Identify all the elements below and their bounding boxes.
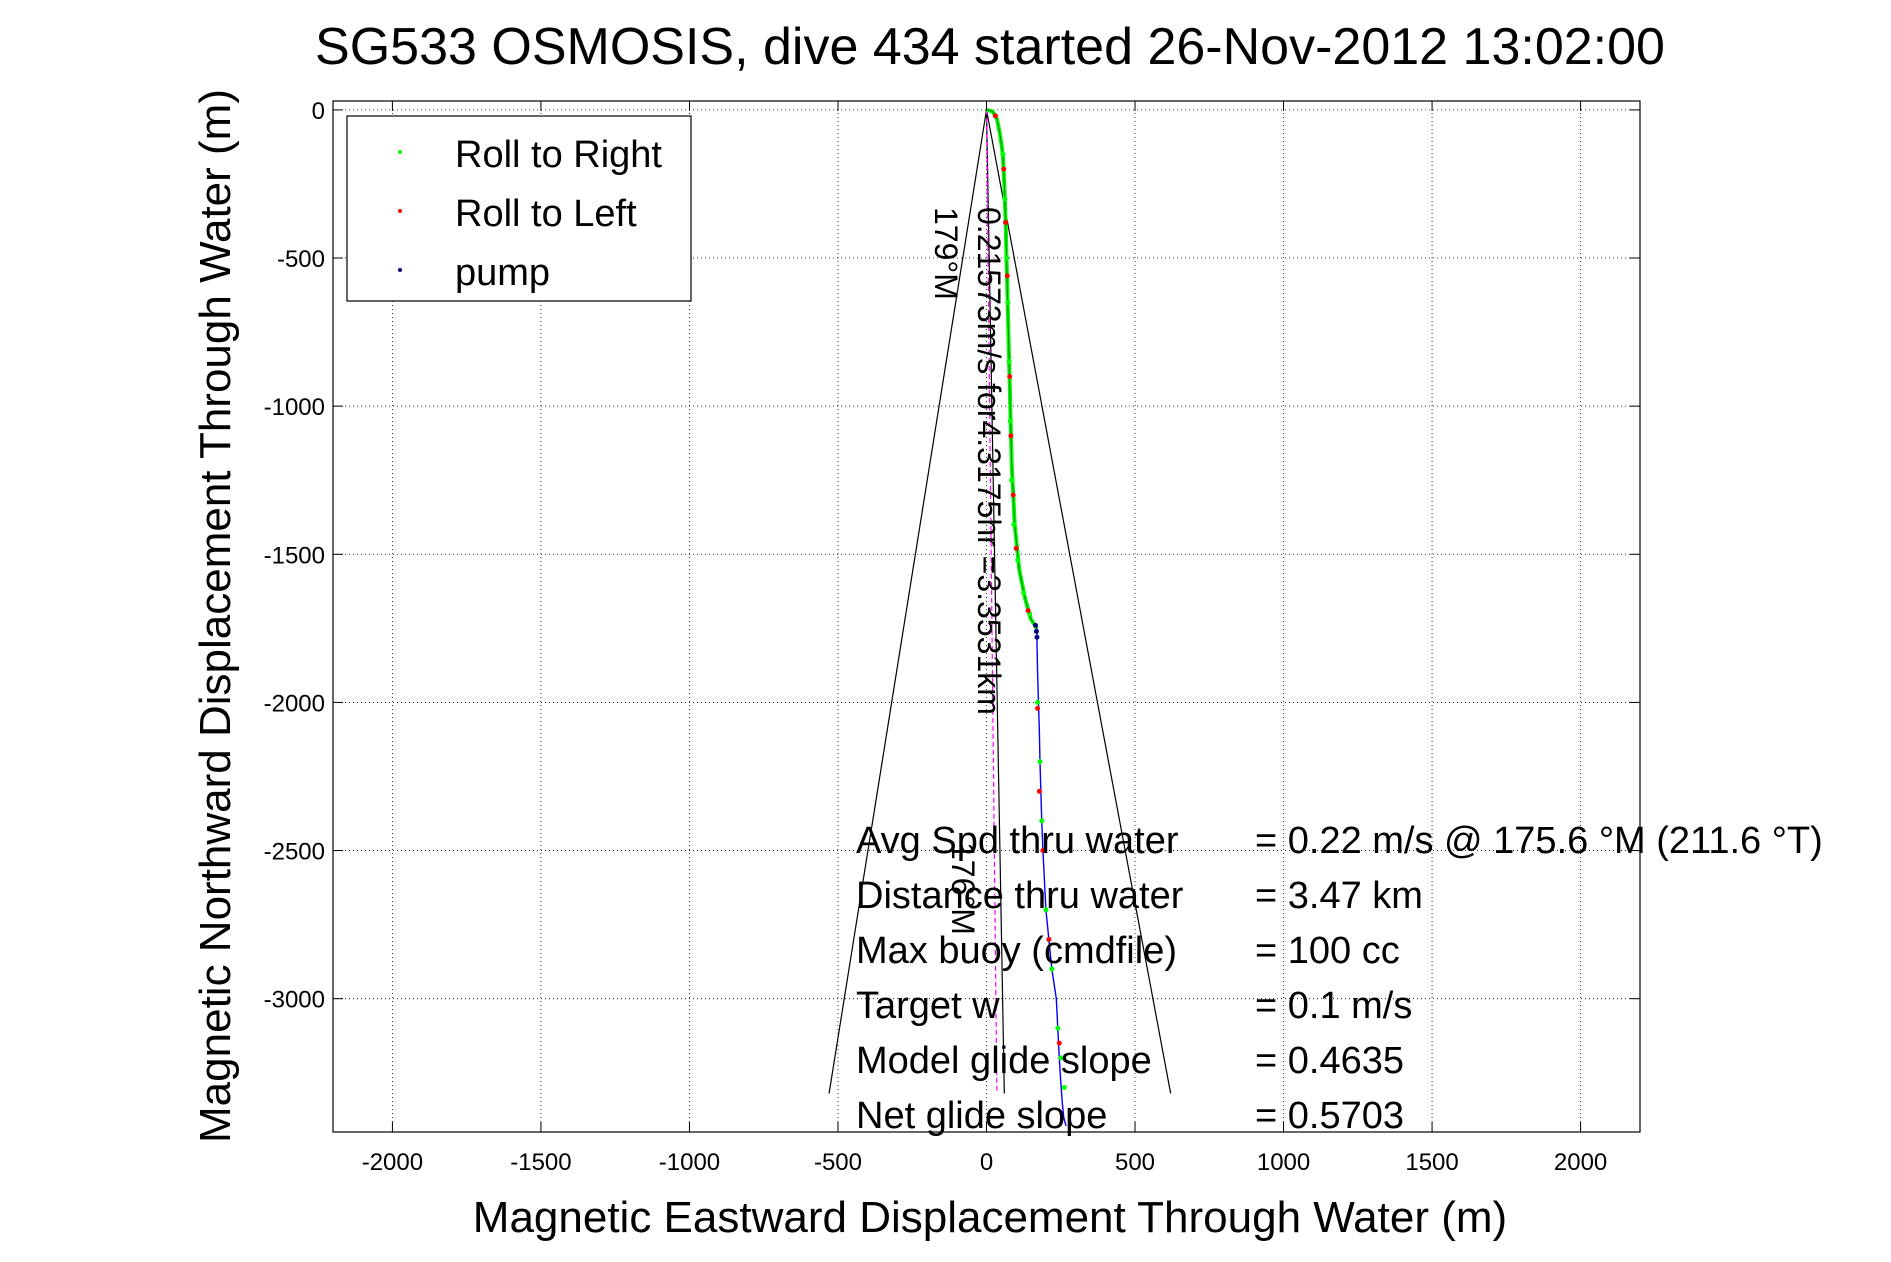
data-point bbox=[1010, 492, 1016, 498]
data-point bbox=[1007, 418, 1013, 424]
heading-line bbox=[985, 109, 1005, 1094]
x-tick-label: -1500 bbox=[510, 1149, 571, 1176]
data-point bbox=[1001, 166, 1007, 172]
legend: Roll to Right Roll to Left pump bbox=[346, 115, 692, 302]
y-tick-label: -500 bbox=[277, 246, 325, 273]
legend-label: Roll to Right bbox=[455, 134, 662, 176]
stat-value: = 0.4635 bbox=[1255, 1040, 1404, 1082]
legend-box bbox=[346, 115, 692, 302]
data-point bbox=[1025, 608, 1031, 614]
data-point bbox=[1037, 759, 1043, 765]
data-point bbox=[1013, 545, 1019, 551]
x-tick-label: -2000 bbox=[362, 1149, 423, 1176]
legend-marker bbox=[398, 150, 402, 154]
data-point bbox=[1043, 907, 1049, 913]
stat-value: = 3.47 km bbox=[1255, 875, 1423, 917]
data-point bbox=[1034, 634, 1040, 640]
data-point bbox=[1002, 196, 1008, 202]
x-axis-ticks: -2000 -1500 -1000 -500 0 500 1000 1500 2000 bbox=[362, 101, 1607, 1176]
data-point bbox=[1004, 273, 1010, 279]
stats-block: Avg Spd thru water = 0.22 m/s @ 175.6 °M … bbox=[856, 820, 1823, 1137]
y-tick-label: -1500 bbox=[264, 542, 325, 569]
data-point bbox=[1061, 1085, 1067, 1091]
data-point bbox=[1033, 622, 1039, 628]
data-point bbox=[1007, 374, 1013, 380]
stat-label: Model glide slope bbox=[856, 1040, 1152, 1082]
stat-value: = 0.22 m/s @ 175.6 °M (211.6 °T) bbox=[1255, 820, 1823, 862]
stat-label: Avg Spd thru water bbox=[856, 820, 1179, 862]
stat-value: = 0.1 m/s bbox=[1255, 985, 1412, 1027]
x-tick-label: 0 bbox=[980, 1149, 993, 1176]
data-point bbox=[1040, 848, 1046, 854]
y-tick-label: 0 bbox=[312, 98, 325, 125]
y-tick-label: -2500 bbox=[264, 839, 325, 866]
data-point bbox=[1015, 557, 1021, 563]
data-point bbox=[1000, 151, 1006, 157]
x-axis-label: Magnetic Eastward Displacement Through W… bbox=[473, 1193, 1507, 1242]
net-line-label: 0.21573m/s for4.3175hr =3.3531km bbox=[971, 207, 1007, 715]
data-point bbox=[1008, 433, 1014, 439]
data-point bbox=[1005, 299, 1011, 305]
data-point bbox=[1058, 1055, 1064, 1061]
data-point bbox=[1035, 705, 1041, 711]
legend-label: pump bbox=[455, 252, 550, 294]
legend-label: Roll to Left bbox=[455, 193, 637, 235]
stat-label: Max buoy (cmdfile) bbox=[856, 930, 1177, 972]
data-point bbox=[1004, 255, 1010, 261]
y-tick-label: -2000 bbox=[264, 690, 325, 717]
y-axis-ticks: 0 -500 -1000 -1500 -2000 -2500 -3000 bbox=[264, 98, 1640, 1014]
x-tick-label: 2000 bbox=[1554, 1149, 1607, 1176]
data-point bbox=[1011, 522, 1017, 528]
y-tick-label: -1000 bbox=[264, 394, 325, 421]
x-tick-label: -500 bbox=[814, 1149, 862, 1176]
data-point bbox=[1035, 699, 1041, 705]
data-point bbox=[1021, 590, 1027, 596]
data-point bbox=[1055, 1025, 1061, 1031]
data-points bbox=[992, 113, 1067, 1091]
data-point bbox=[1056, 1040, 1062, 1046]
x-tick-label: -1000 bbox=[659, 1149, 720, 1176]
net-displacement-line bbox=[985, 109, 998, 1094]
data-point bbox=[1039, 818, 1045, 824]
data-point bbox=[1033, 628, 1039, 634]
data-point bbox=[1046, 936, 1052, 942]
data-point bbox=[1008, 477, 1014, 483]
data-point bbox=[992, 113, 998, 119]
stat-label: Net glide slope bbox=[856, 1095, 1107, 1137]
stat-label: Target w bbox=[856, 985, 1000, 1027]
x-tick-label: 1500 bbox=[1405, 1149, 1458, 1176]
data-point bbox=[1006, 359, 1012, 365]
x-tick-label: 500 bbox=[1115, 1149, 1155, 1176]
legend-marker bbox=[398, 209, 402, 213]
x-tick-label: 1000 bbox=[1257, 1149, 1310, 1176]
data-point bbox=[1036, 788, 1042, 794]
y-axis-label: Magnetic Northward Displacement Through … bbox=[191, 89, 240, 1143]
data-point bbox=[1049, 966, 1055, 972]
y-tick-label: -3000 bbox=[264, 987, 325, 1014]
stat-value: = 0.5703 bbox=[1255, 1095, 1404, 1137]
legend-marker bbox=[398, 268, 402, 272]
stat-label: Distance thru water bbox=[856, 875, 1184, 917]
track-upper-core bbox=[986, 109, 1038, 629]
data-point bbox=[1003, 219, 1009, 225]
chart-title: SG533 OSMOSIS, dive 434 started 26-Nov-2… bbox=[315, 18, 1665, 76]
measured-heading-label: 176°M bbox=[945, 842, 981, 935]
stat-value: = 100 cc bbox=[1255, 930, 1400, 972]
heading-label: 179°M bbox=[928, 207, 964, 300]
